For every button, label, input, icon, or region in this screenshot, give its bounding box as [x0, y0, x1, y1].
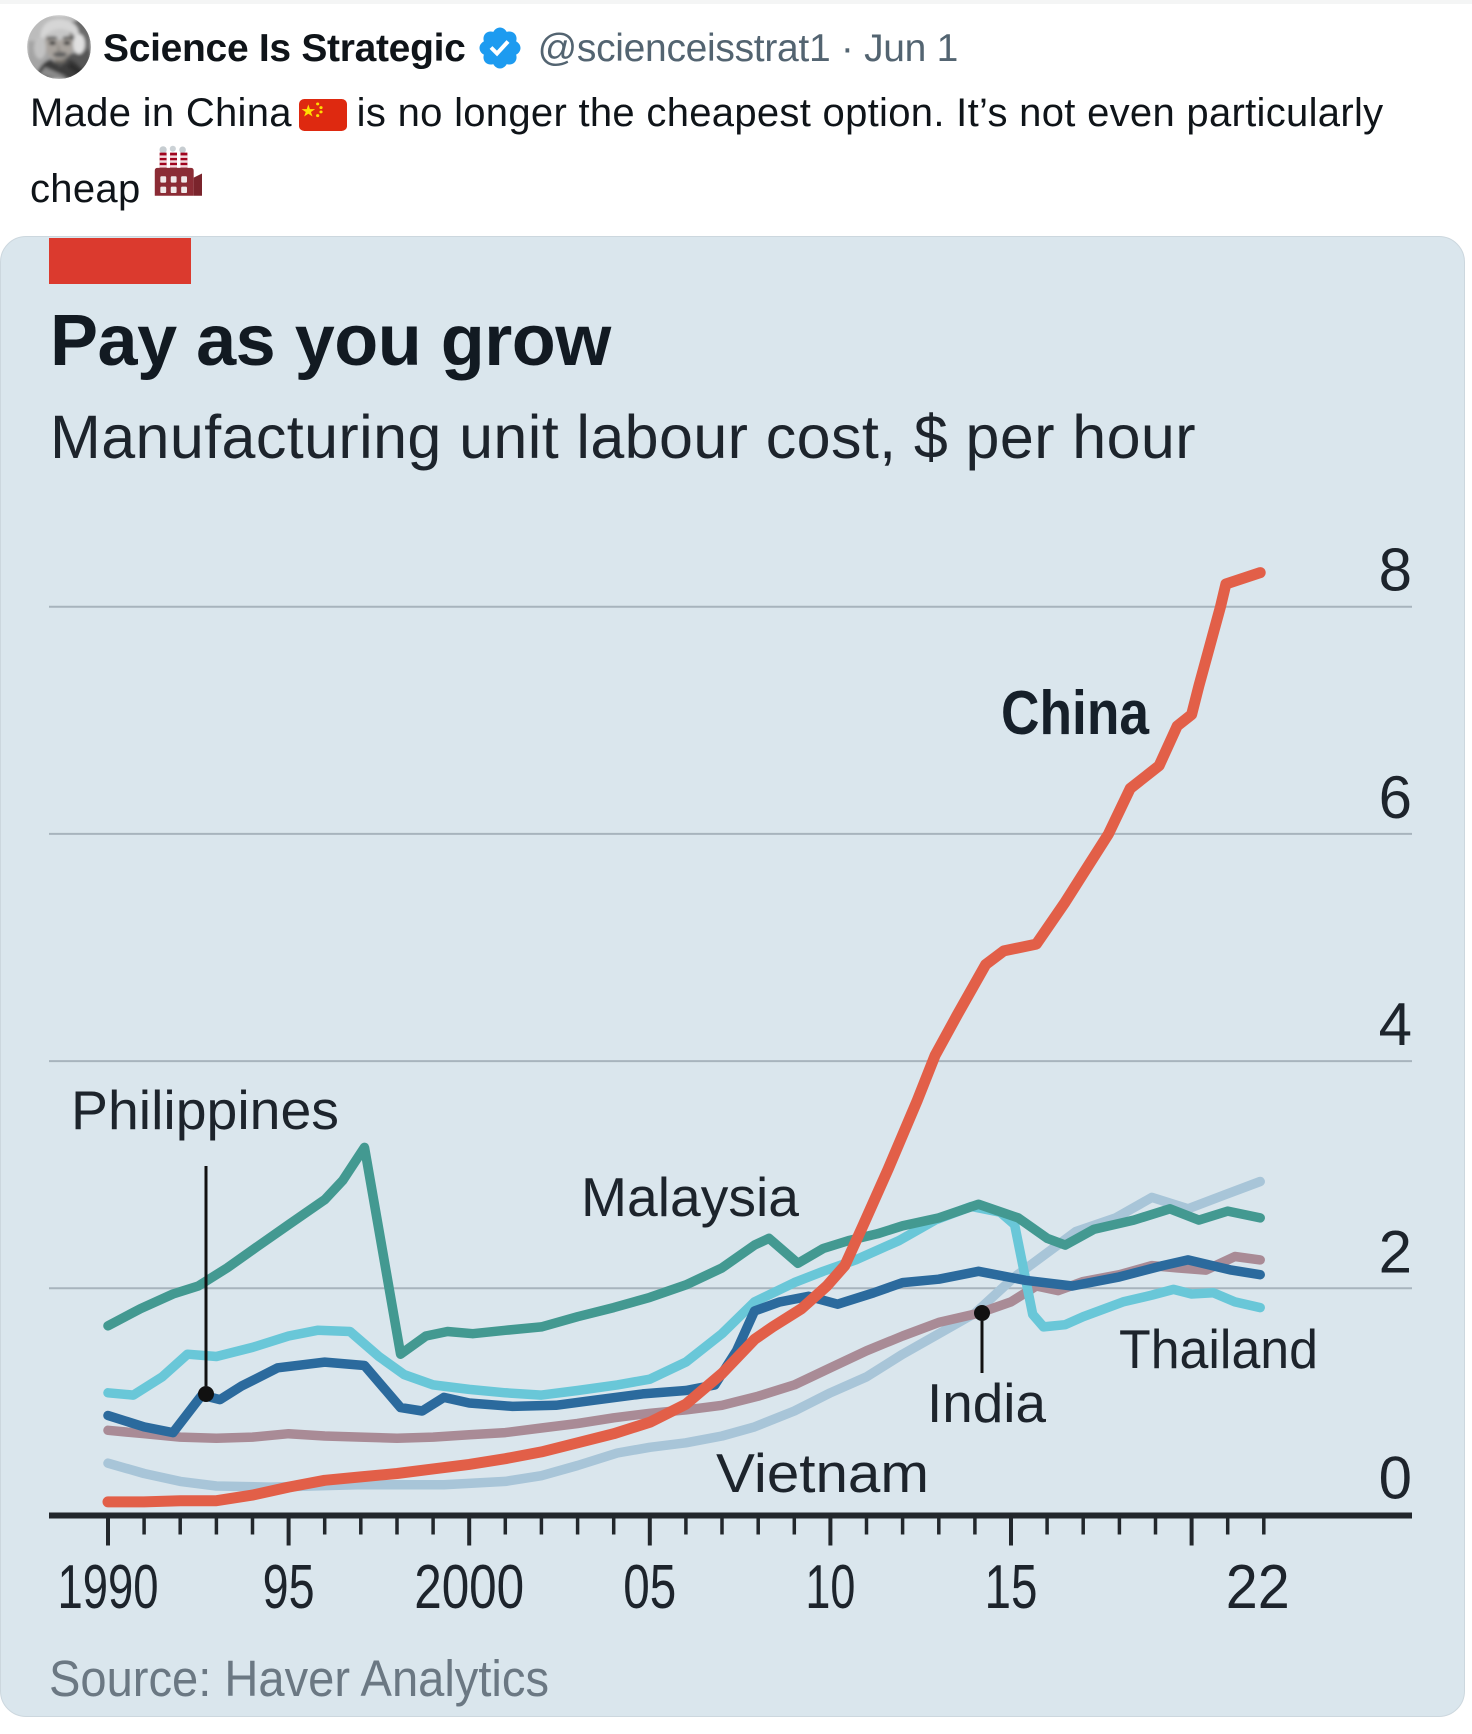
- svg-text:Malaysia: Malaysia: [581, 1166, 799, 1228]
- svg-text:15: 15: [985, 1553, 1038, 1622]
- svg-text:India: India: [927, 1372, 1046, 1434]
- svg-text:2: 2: [1379, 1218, 1412, 1285]
- svg-text:China: China: [1001, 679, 1149, 748]
- svg-text:6: 6: [1379, 764, 1412, 831]
- svg-text:4: 4: [1379, 991, 1412, 1058]
- svg-text:2000: 2000: [414, 1553, 524, 1622]
- svg-text:Source: Haver Analytics: Source: Haver Analytics: [49, 1650, 549, 1707]
- svg-text:1990: 1990: [58, 1553, 159, 1622]
- svg-text:Thailand: Thailand: [1119, 1318, 1318, 1380]
- svg-text:22: 22: [1226, 1553, 1290, 1622]
- svg-text:Vietnam: Vietnam: [716, 1442, 929, 1504]
- svg-text:95: 95: [263, 1553, 315, 1622]
- svg-text:Philippines: Philippines: [71, 1079, 339, 1141]
- svg-text:0: 0: [1379, 1445, 1412, 1512]
- svg-text:10: 10: [805, 1553, 855, 1622]
- svg-text:05: 05: [623, 1553, 676, 1622]
- svg-text:8: 8: [1379, 537, 1412, 604]
